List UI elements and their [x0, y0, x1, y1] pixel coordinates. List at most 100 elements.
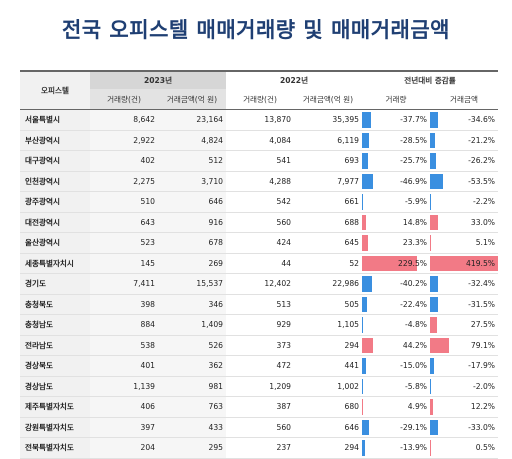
header-amount-2023: 거래금액(억 원)	[158, 89, 226, 110]
amount-change-value: -26.2%	[468, 156, 496, 166]
table-row: 경기도 7,411 15,537 12,402 22,986 -40.2% -32.4%	[20, 273, 499, 295]
volume-change-bar	[362, 214, 366, 230]
volume-2022: 4,084	[226, 130, 294, 151]
amount-2023: 346	[158, 294, 226, 315]
amount-change: -21.2%	[430, 130, 499, 151]
amount-2022: 505	[294, 294, 362, 315]
volume-change-bar	[362, 440, 366, 456]
region-name: 제주특별자치도	[20, 396, 90, 418]
amount-2022: 693	[294, 150, 362, 172]
table-row: 서울특별시 8,642 23,164 13,870 35,395 -37.7% -34.6%	[20, 109, 499, 131]
volume-change: -22.4%	[362, 294, 430, 315]
amount-2022: 52	[294, 253, 362, 274]
volume-change-value: 23.3%	[402, 238, 427, 248]
volume-change-value: -40.2%	[400, 279, 427, 289]
volume-2023: 397	[90, 417, 158, 438]
volume-change: 4.9%	[362, 396, 430, 418]
volume-change-value: 4.9%	[407, 402, 427, 412]
amount-change-bar	[430, 235, 432, 251]
volume-change-value: -29.1%	[400, 422, 427, 432]
amount-change-bar	[430, 317, 437, 333]
amount-change: -34.6%	[430, 109, 499, 131]
amount-2023: 678	[158, 232, 226, 254]
region-name: 충청북도	[20, 294, 90, 315]
table-row: 인천광역시 2,275 3,710 4,288 7,977 -46.9% -53.5%	[20, 171, 499, 192]
amount-change-value: 5.1%	[475, 238, 496, 248]
amount-2023: 3,710	[158, 171, 226, 192]
amount-change: -53.5%	[430, 171, 499, 192]
volume-2023: 204	[90, 437, 158, 459]
region-name: 인천광역시	[20, 171, 90, 192]
amount-2022: 22,986	[294, 273, 362, 295]
amount-change-value: -2.0%	[472, 381, 496, 391]
table-row: 대전광역시 643 916 560 688 14.8% 33.0%	[20, 212, 499, 233]
volume-change: -28.5%	[362, 130, 430, 151]
amount-change-bar	[430, 153, 437, 169]
volume-change-bar	[362, 337, 373, 353]
amount-change: -17.9%	[430, 355, 499, 377]
header-volume-2022: 거래량(건)	[226, 89, 294, 110]
table-row: 충청남도 884 1,409 929 1,105 -4.8% 27.5%	[20, 314, 499, 336]
volume-2023: 406	[90, 396, 158, 418]
amount-change: 5.1%	[430, 232, 499, 254]
volume-2022: 4,288	[226, 171, 294, 192]
volume-change-bar	[362, 173, 374, 189]
region-name: 서울특별시	[20, 109, 90, 131]
amount-2023: 1,409	[158, 314, 226, 336]
amount-change-value: 33.0%	[470, 217, 496, 227]
region-name: 광주광역시	[20, 191, 90, 213]
region-name: 경기도	[20, 273, 90, 295]
amount-change-value: -32.4%	[468, 279, 496, 289]
amount-change-value: -33.0%	[468, 422, 496, 432]
amount-2023: 981	[158, 376, 226, 397]
volume-2022: 373	[226, 335, 294, 356]
table-body: 서울특별시 8,642 23,164 13,870 35,395 -37.7% -34.6%…	[20, 109, 499, 459]
amount-2022: 6,119	[294, 130, 362, 151]
volume-change-bar	[362, 112, 372, 128]
amount-2023: 916	[158, 212, 226, 233]
volume-2023: 643	[90, 212, 158, 233]
volume-change: 23.3%	[362, 232, 430, 254]
volume-2022: 513	[226, 294, 294, 315]
amount-2023: 295	[158, 437, 226, 459]
header-row-years: 오피스텔 2023년 2022년 전년대비 증감률	[20, 70, 499, 110]
amount-change: -2.2%	[430, 191, 499, 213]
volume-change-value: -25.7%	[400, 156, 427, 166]
volume-2022: 13,870	[226, 109, 294, 131]
volume-change-bar	[362, 235, 368, 251]
amount-change-bar	[430, 296, 438, 312]
table-row: 경상남도 1,139 981 1,209 1,002 -5.8% -2.0%	[20, 376, 499, 397]
volume-change-value: -15.0%	[400, 361, 427, 371]
amount-change: -2.0%	[430, 376, 499, 397]
amount-2022: 294	[294, 437, 362, 459]
amount-2022: 645	[294, 232, 362, 254]
volume-2022: 44	[226, 253, 294, 274]
volume-change: 229.5%	[362, 253, 430, 274]
volume-2022: 237	[226, 437, 294, 459]
region-name: 전북특별자치도	[20, 437, 90, 459]
table-row: 세종특별자치시 145 269 44 52 229.5% 419.5%	[20, 253, 499, 274]
amount-change-bar	[430, 132, 436, 148]
volume-change: -5.9%	[362, 191, 430, 213]
volume-change-bar	[362, 255, 418, 271]
volume-change-bar	[362, 399, 364, 415]
volume-change-value: -5.9%	[404, 197, 427, 207]
amount-change: -33.0%	[430, 417, 499, 438]
header-volume-change: 거래량	[362, 89, 430, 110]
region-name: 울산광역시	[20, 232, 90, 254]
volume-change-bar	[362, 358, 366, 374]
amount-change-bar	[430, 112, 439, 128]
page-title: 전국 오피스텔 매매거래량 및 매매거래금액	[61, 18, 450, 42]
region-name: 경상북도	[20, 355, 90, 377]
amount-change: 27.5%	[430, 314, 499, 336]
volume-2023: 401	[90, 355, 158, 377]
region-name: 대전광역시	[20, 212, 90, 233]
table-header: 오피스텔 2023년 2022년 전년대비 증감률 거래량(건) 거래금액(억 …	[20, 70, 499, 110]
header-2022: 2022년	[226, 70, 362, 89]
amount-2022: 294	[294, 335, 362, 356]
volume-2022: 560	[226, 417, 294, 438]
volume-change-bar	[362, 153, 369, 169]
volume-change-value: -5.8%	[404, 381, 427, 391]
amount-2023: 15,537	[158, 273, 226, 295]
volume-change: -15.0%	[362, 355, 430, 377]
